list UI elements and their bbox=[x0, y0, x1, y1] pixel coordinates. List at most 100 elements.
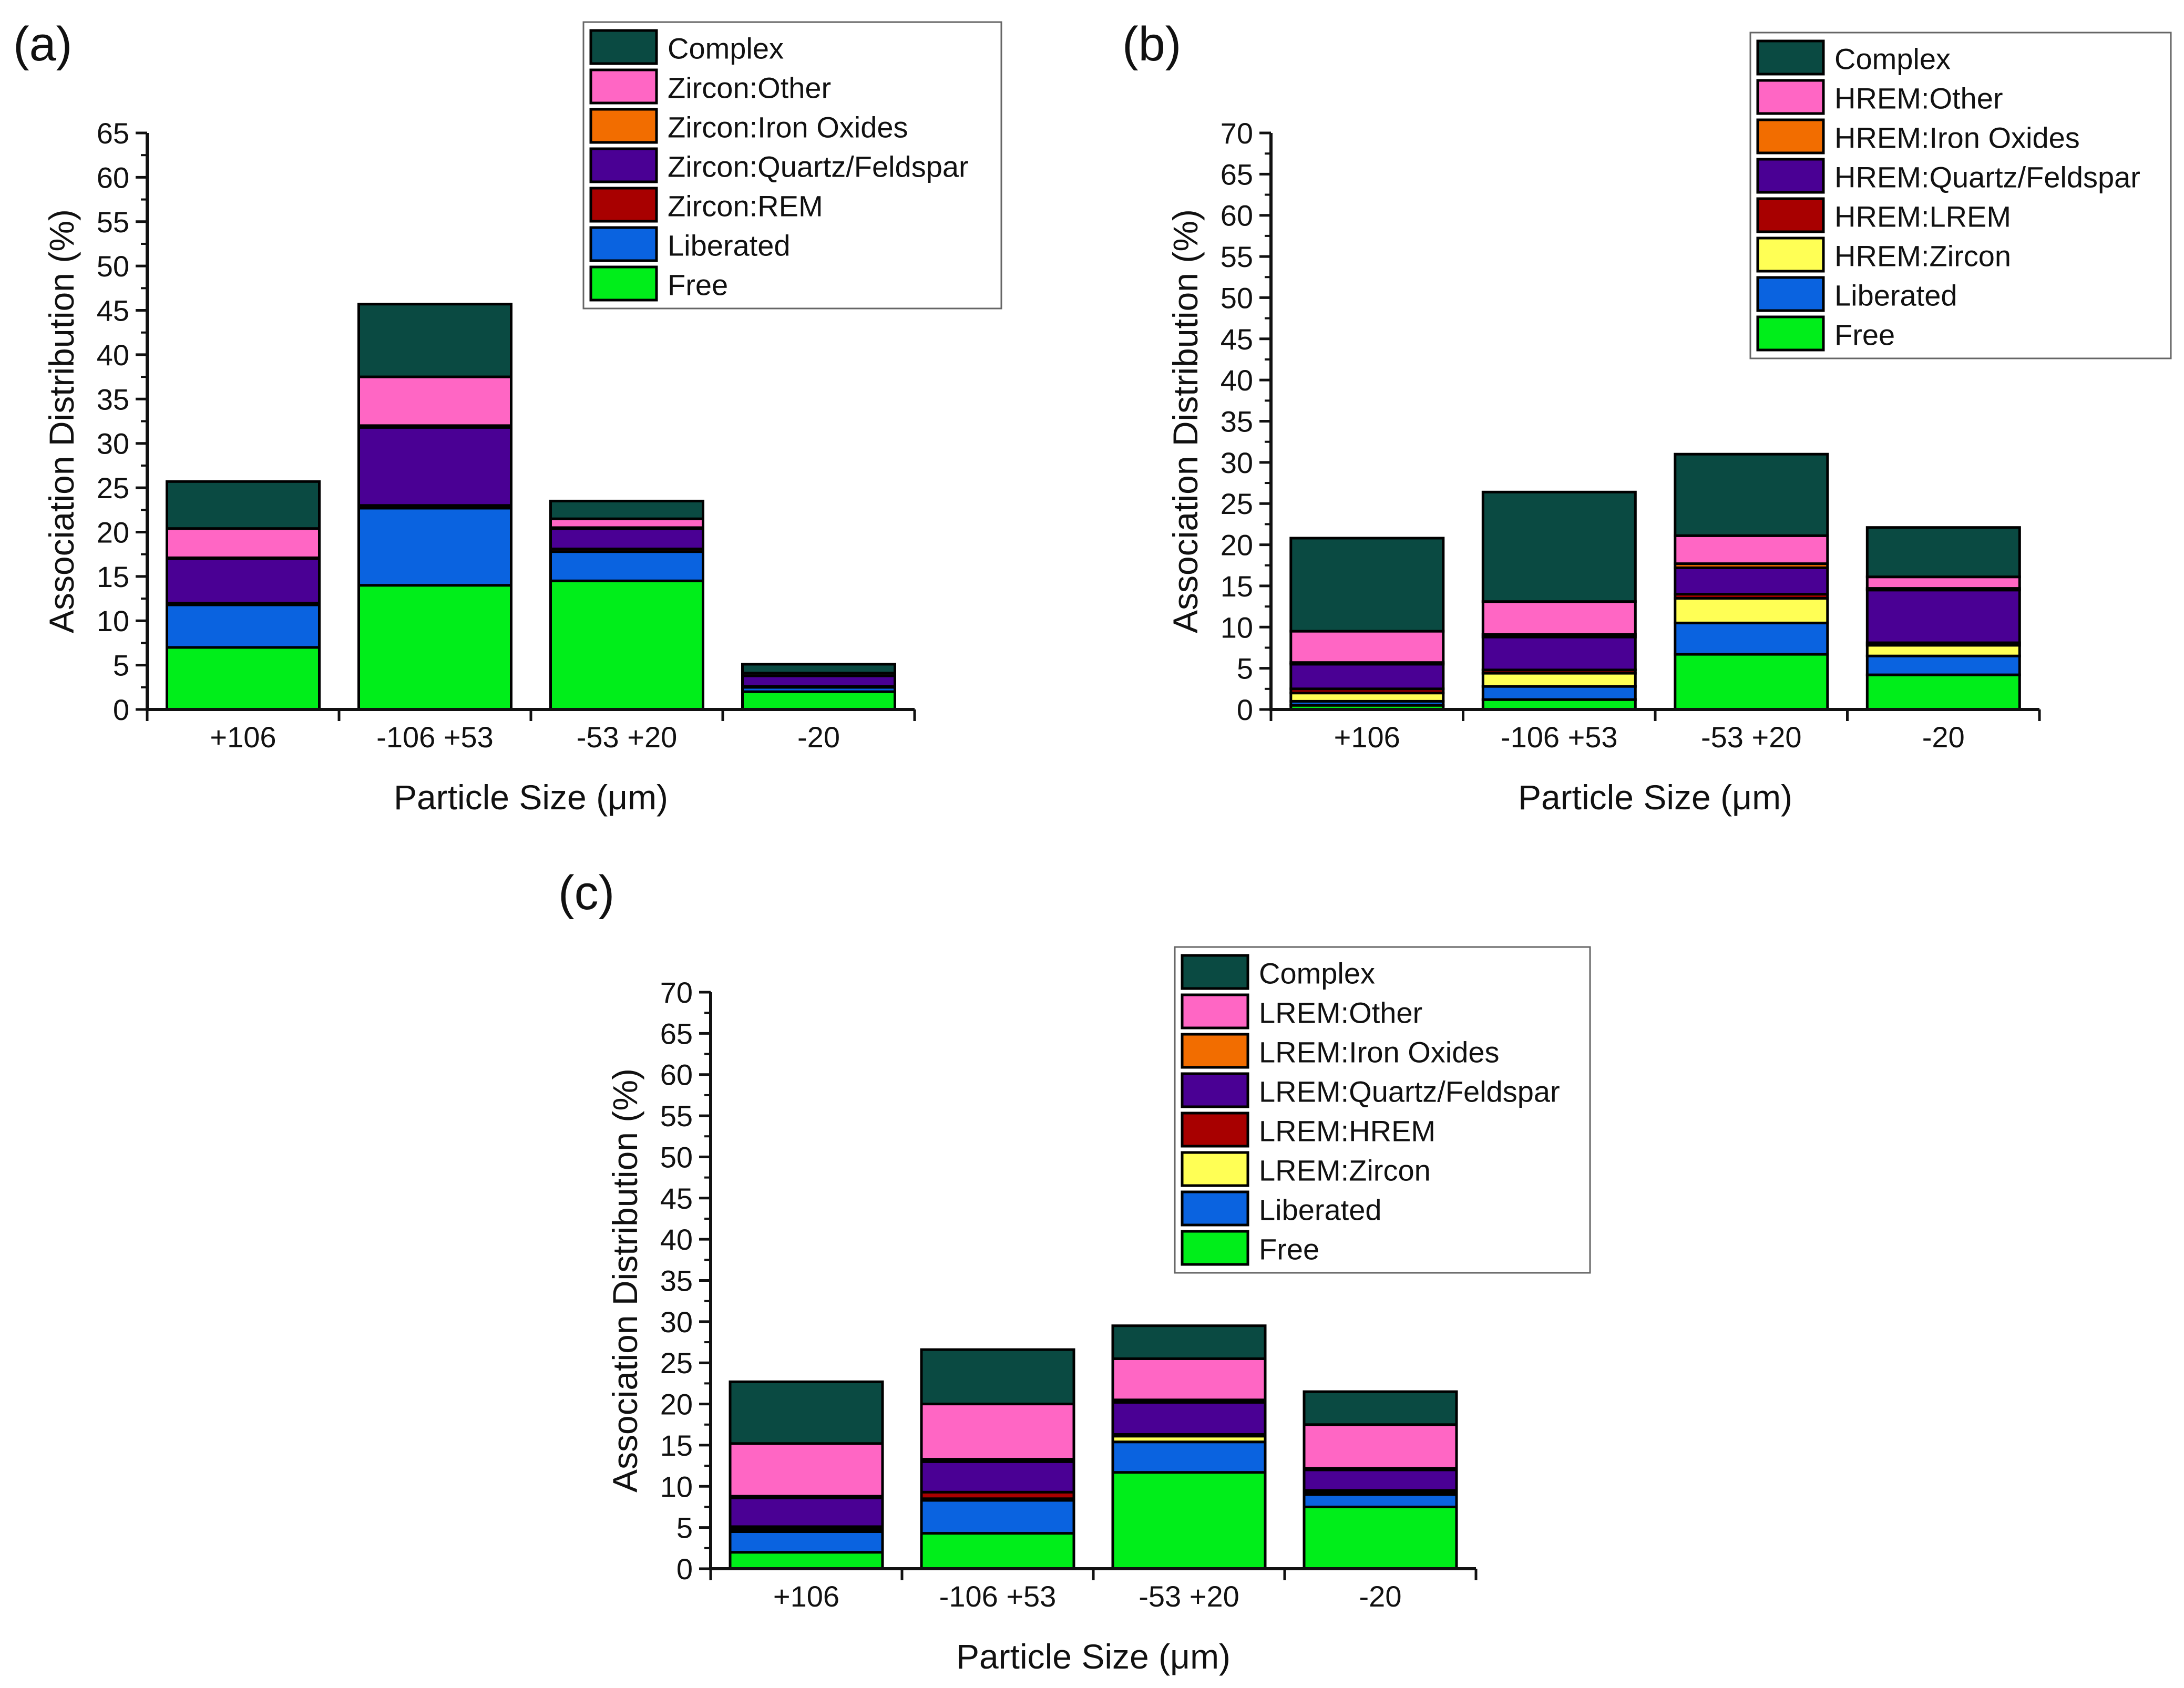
x-tick-label: -106 +53 bbox=[939, 1580, 1057, 1613]
y-tick-label: 15 bbox=[660, 1429, 693, 1462]
bar-segment bbox=[920, 1499, 1075, 1535]
panel-label: (c) bbox=[558, 866, 614, 920]
bar-segment bbox=[357, 507, 512, 587]
bar-segment bbox=[1674, 653, 1829, 711]
legend-swatch bbox=[1181, 1033, 1249, 1069]
bar-segment bbox=[1481, 635, 1637, 672]
bar-segment bbox=[1303, 1506, 1458, 1570]
y-tick-label: 50 bbox=[1221, 281, 1253, 314]
panel-label: (b) bbox=[1122, 17, 1181, 71]
bar-segment bbox=[1289, 537, 1445, 633]
bar-segment bbox=[1674, 596, 1829, 624]
y-tick-label: 35 bbox=[1221, 405, 1253, 438]
y-tick-label: 55 bbox=[660, 1099, 693, 1133]
legend-swatch bbox=[1181, 1111, 1249, 1148]
legend-swatch bbox=[1181, 1190, 1249, 1227]
legend-label: LREM:Quartz/Feldspar bbox=[1259, 1075, 1560, 1108]
bar-segment bbox=[549, 550, 704, 582]
legend-swatch bbox=[1181, 1230, 1249, 1266]
legend-swatch bbox=[1181, 1072, 1249, 1108]
bar-segment bbox=[741, 663, 896, 675]
x-tick-label: +106 bbox=[1334, 721, 1400, 754]
y-tick-label: 60 bbox=[1221, 199, 1253, 232]
y-tick-label: 70 bbox=[660, 976, 693, 1009]
legend-label: HREM:Other bbox=[1834, 82, 2003, 115]
y-tick-label: 65 bbox=[97, 117, 129, 150]
legend-swatch bbox=[1181, 993, 1249, 1030]
bar-segment bbox=[1303, 1493, 1458, 1508]
x-axis-title: Particle Size (μm) bbox=[956, 1637, 1231, 1676]
legend-swatch bbox=[1756, 158, 1825, 194]
bar-segment bbox=[920, 1403, 1075, 1461]
y-tick-label: 25 bbox=[660, 1346, 693, 1380]
bar-segment bbox=[1481, 685, 1637, 701]
legend-label: Zircon:REM bbox=[668, 190, 823, 223]
y-tick-label: 65 bbox=[1221, 158, 1253, 191]
y-tick-label: 30 bbox=[660, 1305, 693, 1339]
legend-swatch bbox=[589, 265, 658, 302]
bar-segment bbox=[549, 499, 704, 520]
bar-segment bbox=[729, 1530, 884, 1554]
bar-segment bbox=[920, 1348, 1075, 1406]
bar-segment bbox=[1481, 600, 1637, 636]
bar-segment bbox=[1111, 1440, 1267, 1474]
x-tick-label: -20 bbox=[1922, 721, 1965, 754]
y-tick-label: 5 bbox=[1237, 652, 1253, 685]
chart-panel: (a) +106 -106 +53 -53 +20 -20 0 5 10 15 20 25 30 35 4… bbox=[13, 17, 1002, 817]
legend-label: Complex bbox=[1834, 43, 1951, 76]
legend-label: LREM:Iron Oxides bbox=[1259, 1036, 1500, 1069]
y-axis-title: Association Distribution (%) bbox=[42, 209, 81, 633]
legend-label: Liberated bbox=[668, 229, 791, 262]
bar-segment bbox=[1111, 1324, 1267, 1360]
y-tick-label: 0 bbox=[1237, 693, 1253, 726]
y-tick-label: 35 bbox=[97, 383, 129, 416]
y-tick-label: 10 bbox=[660, 1470, 693, 1503]
legend-label: LREM:Other bbox=[1259, 996, 1422, 1030]
bar-segment bbox=[729, 1551, 884, 1570]
bar-segment bbox=[166, 646, 321, 711]
bar-segment bbox=[549, 527, 704, 551]
y-tick-label: 25 bbox=[97, 471, 129, 505]
bar-segment bbox=[1674, 622, 1829, 656]
bar-segment bbox=[1865, 654, 2021, 676]
y-tick-label: 70 bbox=[1221, 117, 1253, 150]
bar-segment bbox=[357, 375, 512, 427]
bar-segment bbox=[729, 1442, 884, 1498]
bar-segment bbox=[741, 674, 896, 688]
legend-label: Complex bbox=[1259, 957, 1375, 990]
legend-label: Free bbox=[668, 269, 728, 302]
legend-swatch bbox=[1756, 39, 1825, 76]
y-tick-label: 55 bbox=[97, 205, 129, 239]
bar-segment bbox=[1111, 1471, 1267, 1570]
y-tick-label: 45 bbox=[97, 294, 129, 327]
legend-swatch bbox=[589, 187, 658, 223]
legend-label: Liberated bbox=[1834, 279, 1957, 312]
legend-label: Liberated bbox=[1259, 1193, 1382, 1227]
legend-label: Zircon:Iron Oxides bbox=[668, 111, 908, 144]
y-tick-label: 20 bbox=[660, 1388, 693, 1421]
bar-segment bbox=[1289, 630, 1445, 664]
legend-label: Zircon:Quartz/Feldspar bbox=[668, 150, 969, 183]
bar-segment bbox=[1481, 490, 1637, 603]
bar-segment bbox=[729, 1496, 884, 1528]
bar-segment bbox=[357, 303, 512, 378]
bar-segment bbox=[1289, 663, 1445, 691]
y-tick-label: 15 bbox=[1221, 570, 1253, 603]
bar-segment bbox=[1865, 644, 2021, 657]
y-tick-label: 35 bbox=[660, 1264, 693, 1298]
legend-label: LREM:Zircon bbox=[1259, 1154, 1431, 1187]
y-tick-label: 55 bbox=[1221, 240, 1253, 273]
y-axis-title: Association Distribution (%) bbox=[1166, 209, 1205, 633]
legend-label: Free bbox=[1259, 1233, 1319, 1266]
bar-segment bbox=[166, 480, 321, 530]
x-tick-label: +106 bbox=[773, 1580, 839, 1613]
x-tick-label: -20 bbox=[1359, 1580, 1402, 1613]
legend-swatch bbox=[589, 226, 658, 262]
y-tick-label: 45 bbox=[660, 1182, 693, 1215]
y-tick-label: 15 bbox=[97, 560, 129, 593]
y-tick-label: 0 bbox=[113, 693, 129, 726]
legend-swatch bbox=[1756, 118, 1825, 155]
y-tick-label: 10 bbox=[1221, 611, 1253, 644]
bar-segment bbox=[920, 1532, 1075, 1570]
bar-segment bbox=[1865, 575, 2021, 590]
